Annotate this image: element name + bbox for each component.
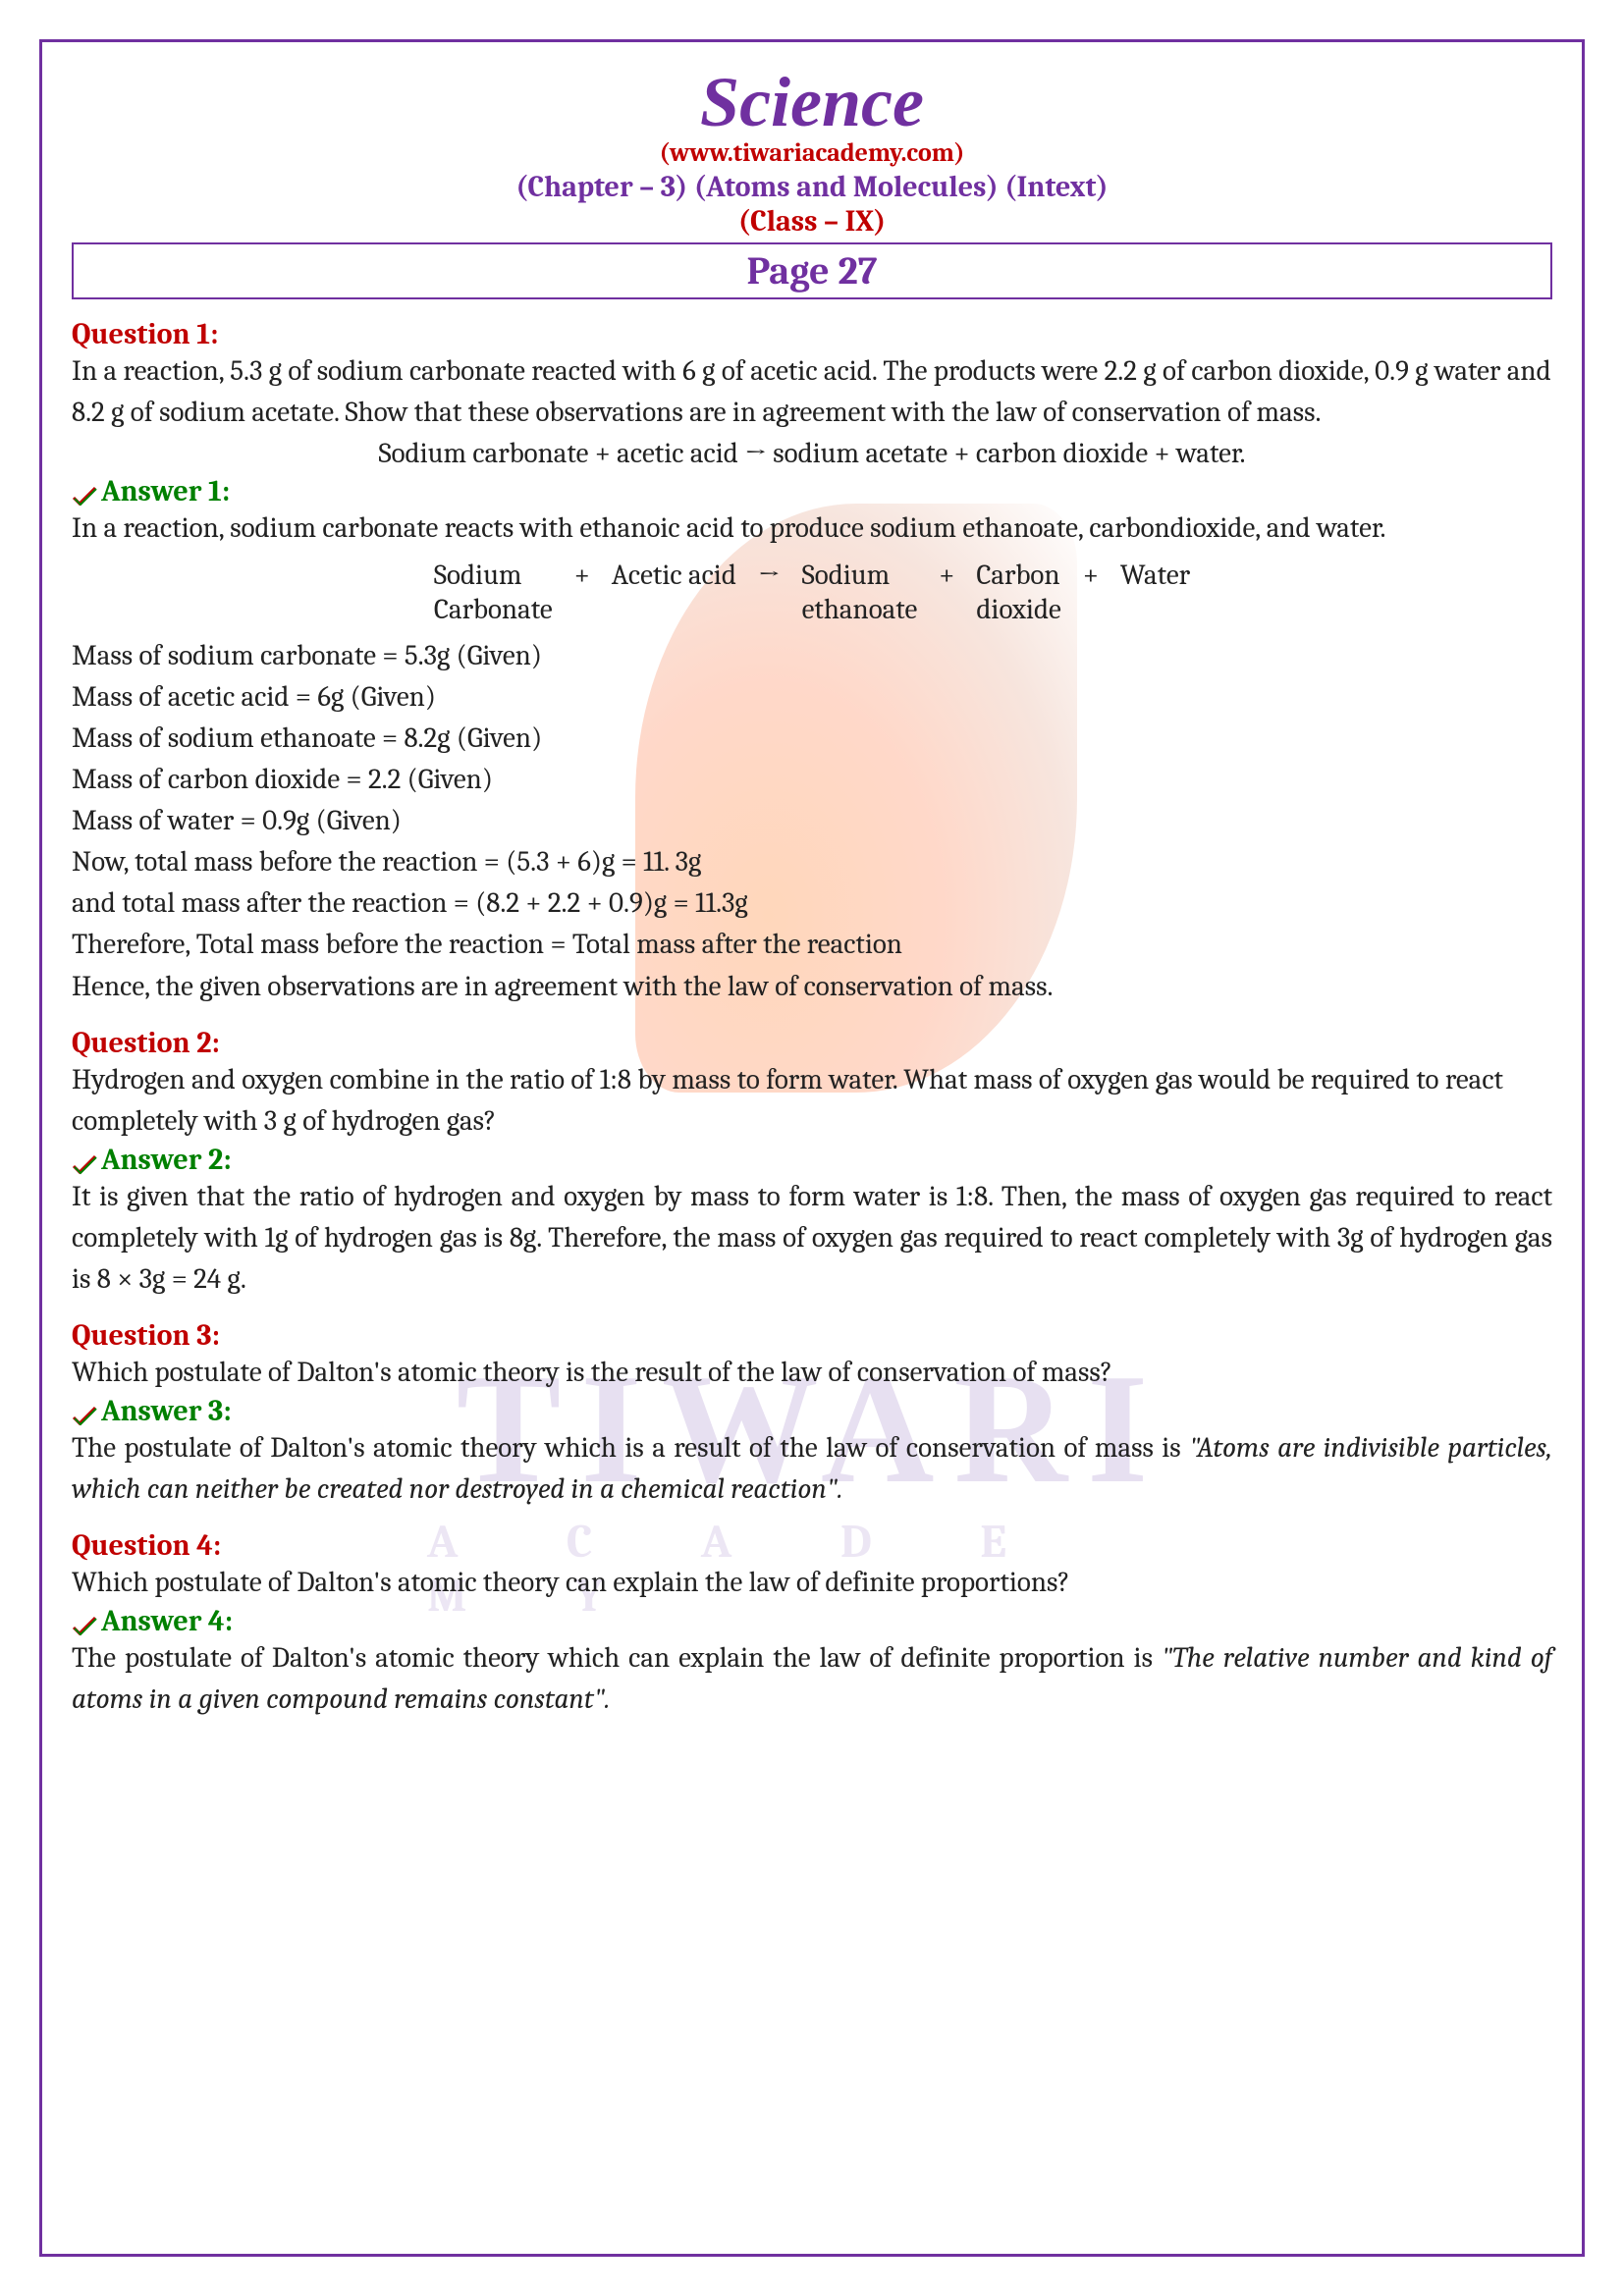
answer-2-text: It is given that the ratio of hydrogen a… bbox=[72, 1177, 1552, 1301]
answer-3-label: Answer 3: bbox=[101, 1394, 232, 1428]
answer-4-header: Answer 4: bbox=[72, 1604, 1552, 1638]
answer-1-line-3: Mass of carbon dioxide = 2.2 (Given) bbox=[72, 760, 1552, 801]
chapter-heading: (Chapter – 3) (Atoms and Molecules) (Int… bbox=[72, 170, 1552, 204]
page-title: Science bbox=[72, 62, 1552, 143]
answer-1-header: Answer 1: bbox=[72, 474, 1552, 508]
answer-1-line-2: Mass of sodium ethanoate = 8.2g (Given) bbox=[72, 719, 1552, 760]
website-link[interactable]: (www.tiwariacademy.com) bbox=[72, 138, 1552, 168]
answer-1-line-8: Hence, the given observations are in agr… bbox=[72, 967, 1552, 1008]
answer-2-label: Answer 2: bbox=[101, 1143, 232, 1177]
answer-4-prefix: The postulate of Dalton's atomic theory … bbox=[72, 1642, 1162, 1675]
answer-1-line-0: Mass of sodium carbonate = 5.3g (Given) bbox=[72, 636, 1552, 677]
question-4-label: Question 4: bbox=[72, 1528, 1552, 1563]
question-4-text: Which postulate of Dalton's atomic theor… bbox=[72, 1563, 1552, 1604]
answer-1-line-6: and total mass after the reaction = (8.2… bbox=[72, 883, 1552, 925]
question-1-label: Question 1: bbox=[72, 317, 1552, 351]
check-icon bbox=[72, 1616, 97, 1637]
eq-row-2: Carbonate ethanoate dioxide bbox=[424, 594, 1200, 626]
answer-2-header: Answer 2: bbox=[72, 1143, 1552, 1177]
content-area: Science (www.tiwariacademy.com) (Chapter… bbox=[72, 62, 1552, 1721]
answer-4-text: The postulate of Dalton's atomic theory … bbox=[72, 1638, 1552, 1721]
answer-1-label: Answer 1: bbox=[101, 474, 230, 508]
answer-1-line-5: Now, total mass before the reaction = (5… bbox=[72, 842, 1552, 883]
page-number-box: Page 27 bbox=[72, 242, 1552, 299]
question-3-text: Which postulate of Dalton's atomic theor… bbox=[72, 1353, 1552, 1394]
question-2-text: Hydrogen and oxygen combine in the ratio… bbox=[72, 1060, 1552, 1143]
question-2-label: Question 2: bbox=[72, 1026, 1552, 1060]
question-1-equation: Sodium carbonate + acetic acid → sodium … bbox=[72, 438, 1552, 470]
answer-3-text: The postulate of Dalton's atomic theory … bbox=[72, 1428, 1552, 1511]
question-1-text: In a reaction, 5.3 g of sodium carbonate… bbox=[72, 351, 1552, 434]
answer-3-header: Answer 3: bbox=[72, 1394, 1552, 1428]
answer-1-equation-table: Sodium + Acetic acid → Sodium + Carbon +… bbox=[422, 558, 1202, 628]
page-border: TIWARI A C A D E M Y Science (www.tiwari… bbox=[39, 39, 1585, 2257]
answer-1-intro: In a reaction, sodium carbonate reacts w… bbox=[72, 508, 1552, 550]
answer-1-line-7: Therefore, Total mass before the reactio… bbox=[72, 925, 1552, 966]
answer-1-line-1: Mass of acetic acid = 6g (Given) bbox=[72, 677, 1552, 719]
check-icon bbox=[72, 1154, 97, 1176]
class-heading: (Class – IX) bbox=[72, 204, 1552, 239]
check-icon bbox=[72, 1406, 97, 1427]
question-3-label: Question 3: bbox=[72, 1318, 1552, 1353]
answer-3-prefix: The postulate of Dalton's atomic theory … bbox=[72, 1432, 1189, 1465]
eq-row-1: Sodium + Acetic acid → Sodium + Carbon +… bbox=[424, 560, 1200, 592]
answer-4-label: Answer 4: bbox=[101, 1604, 233, 1638]
answer-1-line-4: Mass of water = 0.9g (Given) bbox=[72, 801, 1552, 842]
check-icon bbox=[72, 486, 97, 507]
